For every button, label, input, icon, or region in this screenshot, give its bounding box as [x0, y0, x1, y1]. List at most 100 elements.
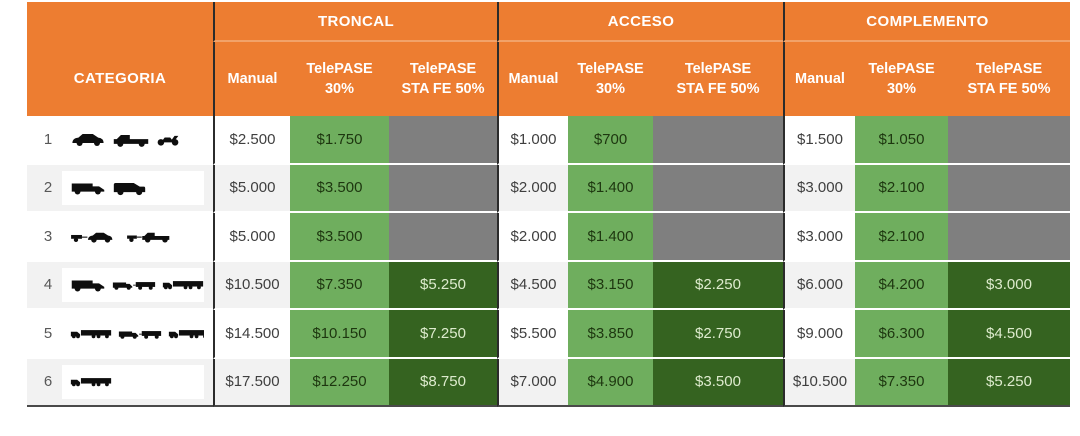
vehicle-icons [62, 219, 204, 254]
price-cell-troncal-telepase50: $8.750 [389, 358, 497, 407]
price-cell-complemento-telepase50 [948, 116, 1070, 165]
price-cell-acceso-manual: $5.500 [497, 310, 568, 359]
price-cell-troncal-telepase50 [389, 213, 497, 262]
price-cell-acceso-manual: $2.000 [497, 213, 568, 262]
motorcycle-icon [156, 132, 180, 146]
price-cell-complemento-telepase50 [948, 213, 1070, 262]
column-header-complemento-manual: Manual [783, 42, 855, 116]
price-cell-acceso-telepase50: $2.750 [653, 310, 783, 359]
category-cell: 6 [27, 358, 213, 407]
price-cell-complemento-manual: $9.000 [783, 310, 855, 359]
car-trailer-icon [70, 229, 120, 243]
price-cell-acceso-manual: $1.000 [497, 116, 568, 165]
price-cell-complemento-manual: $6.000 [783, 261, 855, 310]
column-header-label: TelePASE [868, 60, 935, 77]
price-cell-troncal-manual: $5.000 [213, 164, 290, 213]
table-header: CATEGORIA TRONCAL ACCESO COMPLEMENTO Man… [27, 2, 1070, 116]
column-header-acceso-telepase50: TelePASE STA FE 50% [653, 42, 783, 116]
column-header-label: TelePASE [577, 60, 644, 77]
price-cell-acceso-telepase50 [653, 213, 783, 262]
price-cell-acceso-telepase50 [653, 164, 783, 213]
table-row: 2 $5.000 $3.500 $2.000 $1.400 $3.000 $2.100 [27, 164, 1070, 213]
category-cell: 1 [27, 116, 213, 165]
price-cell-complemento-telepase30: $6.300 [855, 310, 948, 359]
price-cell-acceso-manual: $2.000 [497, 164, 568, 213]
category-column-header: CATEGORIA [27, 2, 213, 116]
column-header-label: TelePASE [306, 60, 373, 77]
table-row: 6 $17.500 $12.250 $8.750 $7.000 $4.900 $3.500 $… [27, 358, 1070, 407]
price-cell-acceso-telepase50: $2.250 [653, 261, 783, 310]
category-number: 3 [43, 227, 53, 245]
semi-icon [168, 328, 204, 339]
vehicle-icons [62, 170, 204, 205]
price-cell-acceso-telepase30: $700 [568, 116, 653, 165]
price-cell-troncal-telepase50: $7.250 [389, 310, 497, 359]
column-header-complemento-telepase50: TelePASE STA FE 50% [948, 42, 1070, 116]
price-cell-troncal-telepase30: $3.500 [290, 213, 389, 262]
column-header-complemento-telepase30: TelePASE 30% [855, 42, 948, 116]
price-cell-troncal-manual: $5.000 [213, 213, 290, 262]
price-cell-troncal-telepase30: $3.500 [290, 164, 389, 213]
price-cell-troncal-telepase30: $10.150 [290, 310, 389, 359]
column-header-troncal-manual: Manual [213, 42, 290, 116]
category-number: 6 [43, 373, 53, 391]
category-number: 1 [43, 130, 53, 148]
column-header-label: Manual [227, 70, 278, 87]
column-header-sublabel: STA FE 50% [401, 81, 485, 97]
table-row: 5 $14.500 $10.150 $7.250 $5.500 $3.850 $2.750 $… [27, 310, 1070, 359]
table-body: 1 $2.500 $1.750 $1.000 $700 $1.500 $1.050 2 $5.0… [27, 116, 1070, 407]
column-header-label: TelePASE [409, 60, 477, 77]
price-cell-acceso-telepase30: $1.400 [568, 164, 653, 213]
truck-trailer-icon [118, 328, 162, 339]
table-row: 4 $10.500 $7.350 $5.250 $4.500 $3.150 $2.250 $6… [27, 261, 1070, 310]
category-number: 4 [43, 276, 53, 294]
price-cell-troncal-manual: $2.500 [213, 116, 290, 165]
price-cell-troncal-telepase30: $1.750 [290, 116, 389, 165]
column-header-sublabel: 30% [324, 81, 355, 97]
price-cell-troncal-telepase50: $5.250 [389, 261, 497, 310]
price-cell-complemento-telepase30: $4.200 [855, 261, 948, 310]
column-header-label: TelePASE [684, 60, 752, 77]
column-header-troncal-telepase30: TelePASE 30% [290, 42, 389, 116]
vehicle-icons [62, 267, 204, 302]
price-cell-acceso-manual: $7.000 [497, 358, 568, 407]
price-cell-troncal-telepase50 [389, 116, 497, 165]
price-cell-complemento-manual: $1.500 [783, 116, 855, 165]
vehicle-icons [62, 364, 204, 399]
price-cell-troncal-telepase50 [389, 164, 497, 213]
column-header-troncal-telepase50: TelePASE STA FE 50% [389, 42, 497, 116]
category-cell: 4 [27, 261, 213, 310]
column-header-label: TelePASE [975, 60, 1043, 77]
price-cell-complemento-manual: $10.500 [783, 358, 855, 407]
price-cell-acceso-telepase50 [653, 116, 783, 165]
vehicle-icons [62, 122, 204, 157]
column-header-label: Manual [508, 70, 559, 87]
column-header-sublabel: STA FE 50% [967, 81, 1051, 97]
price-cell-troncal-manual: $10.500 [213, 261, 290, 310]
price-cell-acceso-telepase30: $3.850 [568, 310, 653, 359]
price-cell-troncal-manual: $14.500 [213, 310, 290, 359]
toll-rates-table: CATEGORIA TRONCAL ACCESO COMPLEMENTO Man… [27, 2, 1070, 407]
semi-icon [70, 376, 112, 387]
vehicle-icons [62, 316, 204, 351]
price-cell-complemento-telepase50: $4.500 [948, 310, 1070, 359]
price-cell-complemento-manual: $3.000 [783, 164, 855, 213]
price-cell-complemento-telepase50: $3.000 [948, 261, 1070, 310]
semi-icon [70, 328, 112, 339]
column-header-label: Manual [795, 70, 845, 87]
category-cell: 5 [27, 310, 213, 359]
category-cell: 3 [27, 213, 213, 262]
section-header-troncal: TRONCAL [213, 2, 497, 42]
box-truck-icon [70, 277, 106, 292]
car-icon [70, 131, 106, 147]
price-cell-acceso-telepase30: $1.400 [568, 213, 653, 262]
price-cell-complemento-telepase30: $1.050 [855, 116, 948, 165]
price-cell-complemento-telepase30: $2.100 [855, 213, 948, 262]
category-number: 5 [43, 324, 53, 342]
pickup-trailer-icon [126, 229, 178, 243]
category-cell: 2 [27, 164, 213, 213]
semi-icon [162, 279, 204, 290]
price-cell-acceso-manual: $4.500 [497, 261, 568, 310]
column-header-acceso-telepase30: TelePASE 30% [568, 42, 653, 116]
price-cell-troncal-manual: $17.500 [213, 358, 290, 407]
